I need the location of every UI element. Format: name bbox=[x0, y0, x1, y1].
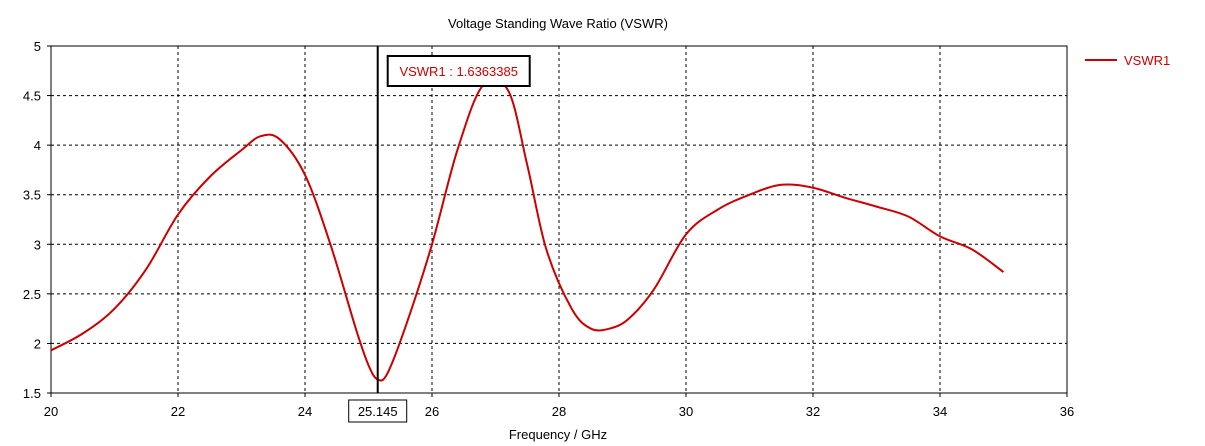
axis-ticks: 20 22 24 26 28 30 32 34 36 1.5 2 2.5 3 3.5 4 4.5 5 bbox=[23, 39, 1074, 419]
y-tick-label: 4.5 bbox=[23, 89, 41, 104]
x-tick-label: 32 bbox=[806, 404, 820, 419]
marker-layer[interactable]: VSWR1 : 1.6363385 25.145 bbox=[348, 46, 531, 423]
x-axis-title: Frequency / GHz bbox=[509, 427, 607, 442]
y-tick-label: 2 bbox=[34, 336, 41, 351]
x-tick-label: 24 bbox=[298, 404, 312, 419]
grid bbox=[51, 46, 1067, 393]
legend-entry-label[interactable]: VSWR1 bbox=[1124, 53, 1170, 68]
y-tick-label: 2.5 bbox=[23, 287, 41, 302]
y-tick-label: 4 bbox=[34, 138, 41, 153]
marker-x-readout: 25.145 bbox=[358, 404, 398, 419]
series-layer bbox=[50, 78, 1005, 382]
chart-title: Voltage Standing Wave Ratio (VSWR) bbox=[448, 16, 668, 31]
y-tick-label: 1.5 bbox=[23, 386, 41, 401]
x-tick-label: 26 bbox=[425, 404, 439, 419]
x-tick-label: 30 bbox=[679, 404, 693, 419]
x-tick-label: 20 bbox=[44, 404, 58, 419]
x-tick-label: 22 bbox=[171, 404, 185, 419]
x-tick-label: 34 bbox=[933, 404, 947, 419]
y-tick-label: 3 bbox=[34, 237, 41, 252]
series-line-vswr1 bbox=[50, 78, 1005, 382]
y-tick-label: 5 bbox=[34, 39, 41, 54]
marker-annotation-box bbox=[386, 55, 531, 87]
marker-x-readout-box bbox=[348, 399, 408, 423]
x-tick-label: 28 bbox=[552, 404, 566, 419]
x-tick-label: 36 bbox=[1060, 404, 1074, 419]
y-tick-label: 3.5 bbox=[23, 188, 41, 203]
legend[interactable]: VSWR1 bbox=[1085, 53, 1170, 68]
marker-annotation-label: VSWR1 : 1.6363385 bbox=[399, 64, 518, 79]
